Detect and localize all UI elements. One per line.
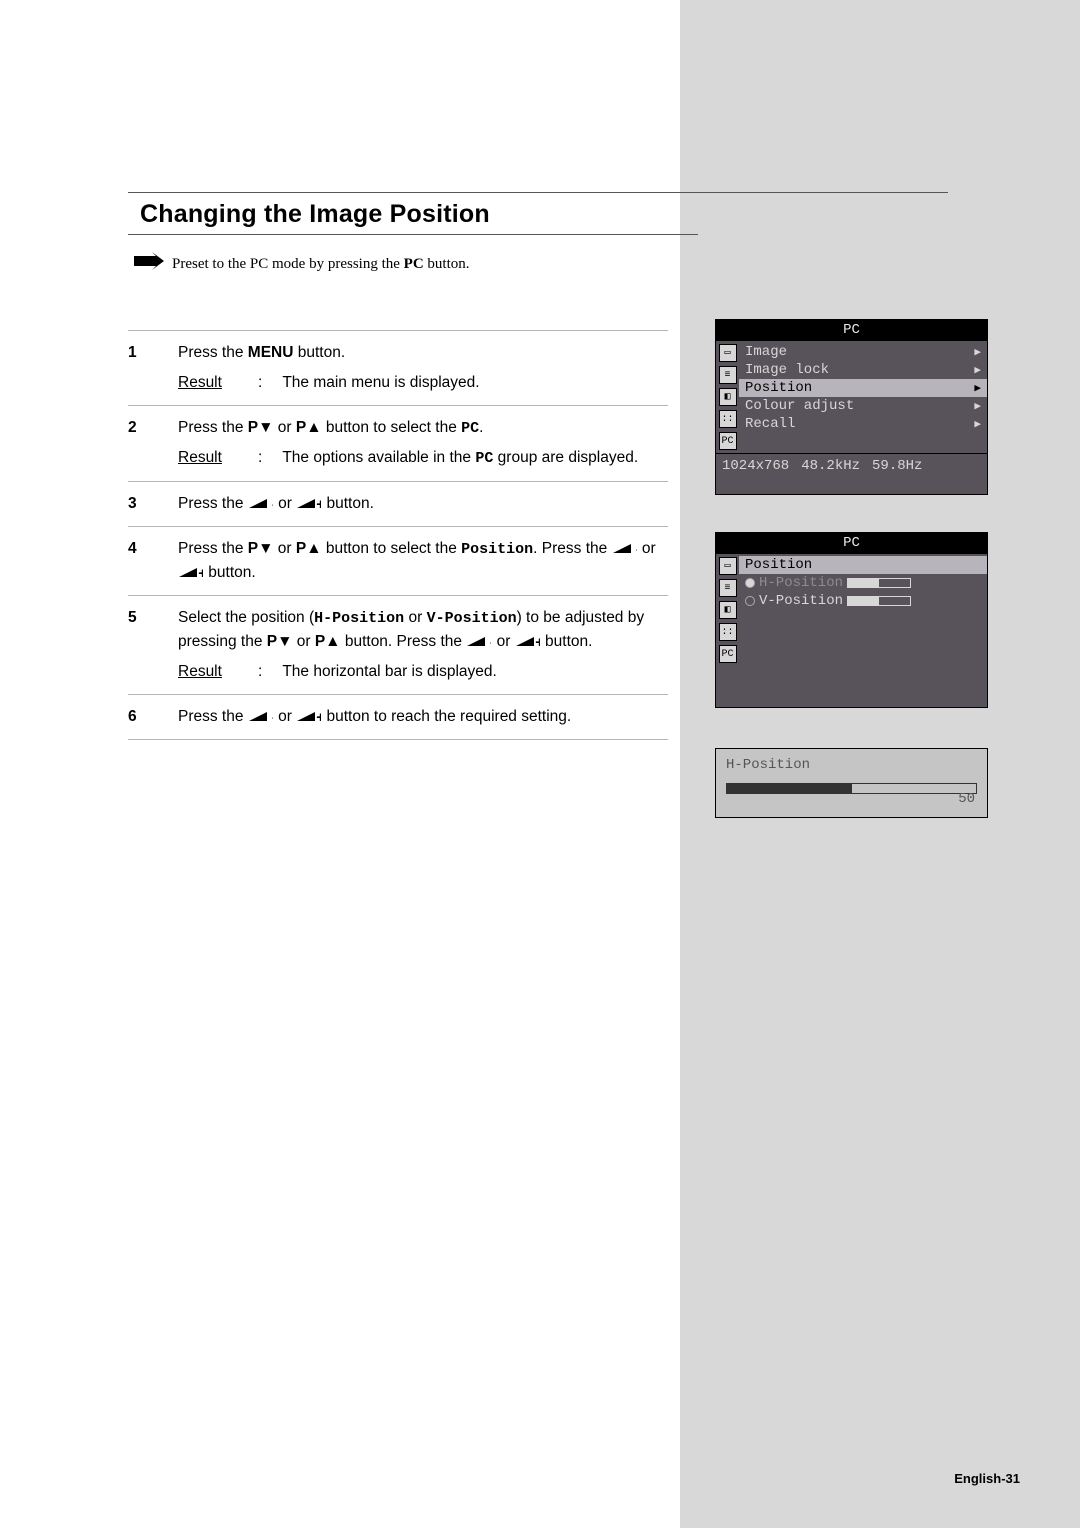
osd-menu-item: Image lock▶: [739, 361, 987, 379]
osd-sidebar-icons: ▭ ≡ ◧ :: PC: [716, 554, 739, 666]
step-row: 3Press the - or + button.: [128, 481, 668, 526]
svg-text:-: -: [272, 711, 273, 722]
step-body: Press the MENU button.Result:The main me…: [178, 341, 668, 395]
osd-icon-1: ▭: [719, 344, 737, 362]
step-number: 4: [128, 537, 178, 585]
osd-header: PC: [716, 320, 987, 341]
svg-text:-: -: [272, 498, 273, 509]
svg-text:-: -: [636, 543, 637, 554]
step-number: 6: [128, 705, 178, 729]
step-row: 6Press the - or + button to reach the re…: [128, 694, 668, 740]
osd-option-item: H-Position: [739, 574, 987, 592]
osd-icon-3: ◧: [719, 601, 737, 619]
osd-icon-5: PC: [719, 645, 737, 663]
osd-position-list: PositionH-PositionV-Position: [739, 554, 987, 666]
osd-option-item: V-Position: [739, 592, 987, 610]
step-number: 3: [128, 492, 178, 516]
step-number: 5: [128, 606, 178, 684]
osd-menu-item: Recall▶: [739, 415, 987, 433]
step-body: Press the P▼ or P▲ button to select the …: [178, 537, 668, 585]
step-body: Press the P▼ or P▲ button to select the …: [178, 416, 668, 471]
h-position-fill: [727, 784, 852, 793]
osd-icon-2: ≡: [719, 579, 737, 597]
osd-icon-4: ::: [719, 410, 737, 428]
title-divider-top: [128, 192, 948, 193]
step-number: 2: [128, 416, 178, 471]
manual-page: Changing the Image Position Preset to th…: [0, 0, 1080, 1528]
h-position-panel: H-Position 50: [715, 748, 988, 818]
osd-icon-2: ≡: [719, 366, 737, 384]
page-title: Changing the Image Position: [140, 200, 490, 229]
title-box: Changing the Image Position: [128, 195, 698, 235]
h-position-label: H-Position: [726, 757, 977, 773]
h-position-bar: [726, 783, 977, 794]
step-row: 5Select the position (H-Position or V-Po…: [128, 595, 668, 694]
step-body: Select the position (H-Position or V-Pos…: [178, 606, 668, 684]
osd-menu-position: PC ▭ ≡ ◧ :: PC PositionH-PositionV-Posit…: [715, 532, 988, 708]
note-arrow-icon: [134, 252, 164, 270]
step-row: 1Press the MENU button.Result:The main m…: [128, 330, 668, 405]
osd-icon-1: ▭: [719, 557, 737, 575]
svg-text:+: +: [316, 711, 321, 722]
osd-icon-4: ::: [719, 623, 737, 641]
osd-icon-5: PC: [719, 432, 737, 450]
osd-menu-item: Image▶: [739, 343, 987, 361]
osd-icon-3: ◧: [719, 388, 737, 406]
svg-text:-: -: [490, 636, 491, 647]
page-number: English-31: [954, 1471, 1020, 1486]
steps-table: 1Press the MENU button.Result:The main m…: [128, 330, 668, 740]
osd-section-title: Position: [739, 556, 987, 574]
note-text: Preset to the PC mode by pressing the PC…: [172, 256, 470, 273]
osd-freq-v: 59.8Hz: [872, 458, 922, 474]
step-row: 4Press the P▼ or P▲ button to select the…: [128, 526, 668, 595]
step-number: 1: [128, 341, 178, 395]
osd-resolution-row: 1024x768 48.2kHz 59.8Hz: [716, 453, 987, 479]
step-body: Press the - or + button to reach the req…: [178, 705, 668, 729]
step-body: Press the - or + button.: [178, 492, 668, 516]
osd-menu-list: Image▶Image lock▶Position▶Colour adjust▶…: [739, 341, 987, 453]
osd-menu-item: Position▶: [739, 379, 987, 397]
osd-menu-pc: PC ▭ ≡ ◧ :: PC Image▶Image lock▶Position…: [715, 319, 988, 495]
osd-header: PC: [716, 533, 987, 554]
step-row: 2Press the P▼ or P▲ button to select the…: [128, 405, 668, 481]
osd-freq-h: 48.2kHz: [801, 458, 860, 474]
svg-text:+: +: [198, 567, 203, 578]
osd-menu-item: Colour adjust▶: [739, 397, 987, 415]
osd-resolution: 1024x768: [722, 458, 789, 474]
h-position-value: 50: [958, 791, 975, 807]
svg-text:+: +: [535, 636, 540, 647]
svg-text:+: +: [316, 498, 321, 509]
osd-sidebar-icons: ▭ ≡ ◧ :: PC: [716, 341, 739, 453]
